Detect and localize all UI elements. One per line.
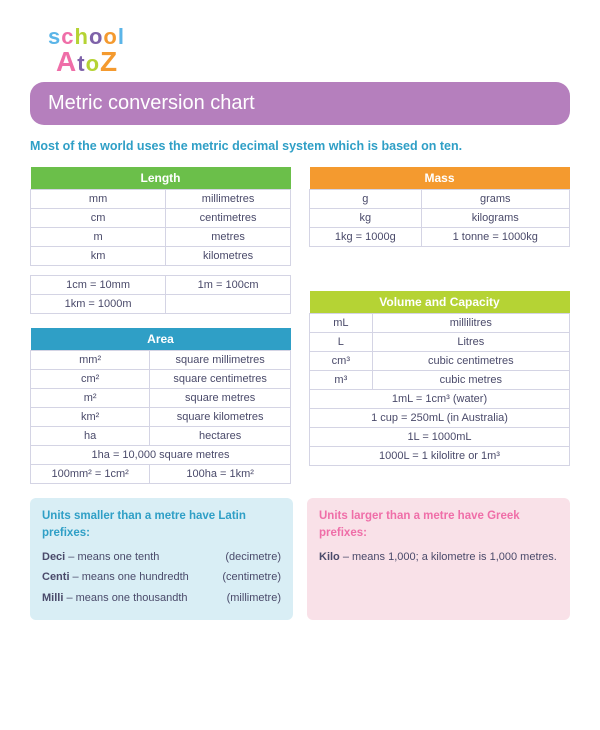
volume-table: Volume and Capacity mLmillilitres LLitre…: [309, 291, 570, 466]
area-table: Area mm²square millimetres cm²square cen…: [30, 328, 291, 484]
latin-prefixes-box: Units smaller than a metre have Latin pr…: [30, 498, 293, 620]
length-table: Length mmmillimetres cmcentimetres mmetr…: [30, 167, 291, 314]
intro-text: Most of the world uses the metric decima…: [30, 139, 570, 153]
greek-prefixes-box: Units larger than a metre have Greek pre…: [307, 498, 570, 620]
logo: school AtoZ: [30, 12, 570, 72]
mass-table: Mass ggrams kgkilograms 1kg = 1000g1 ton…: [309, 167, 570, 247]
page-title: Metric conversion chart: [30, 82, 570, 125]
